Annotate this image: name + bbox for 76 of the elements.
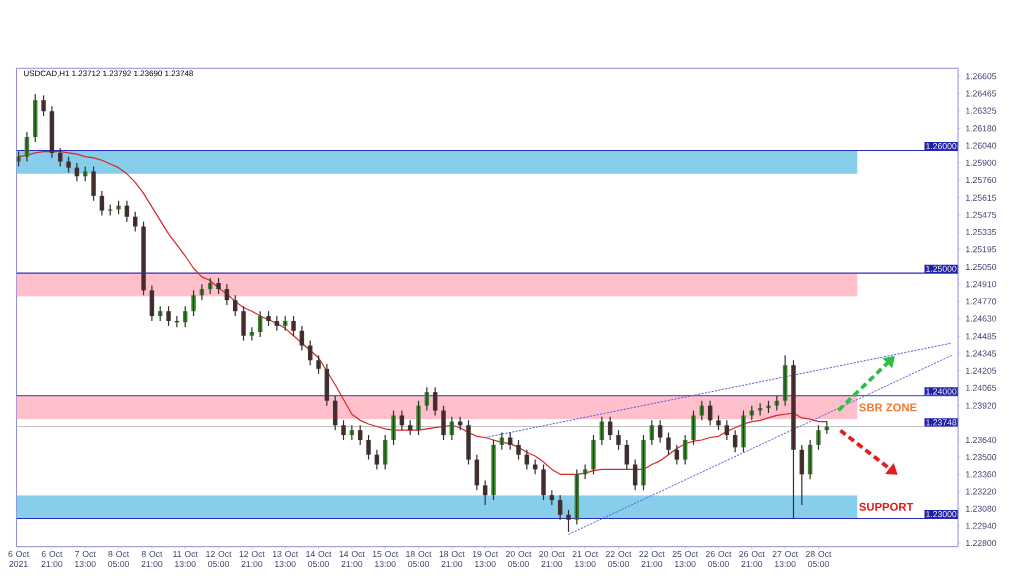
candlestick — [341, 419, 346, 441]
candlestick — [691, 410, 696, 446]
candlestick — [107, 203, 113, 217]
x-tick-label: 26 Oct 21:00 — [739, 551, 765, 568]
band-label: SUPPORT — [859, 502, 914, 511]
x-tick-label: 13 Oct 13:00 — [272, 551, 299, 568]
x-tick-label: 14 Oct 21:00 — [339, 551, 365, 568]
y-tick-label: 1.26325 — [966, 107, 997, 114]
candlestick — [816, 424, 821, 451]
ref-line-label: 1.24000 — [926, 388, 957, 395]
y-tick-label: 1.22800 — [966, 540, 997, 547]
candlestick — [166, 305, 171, 327]
candlestick — [741, 410, 746, 453]
y-tick-label: 1.25335 — [966, 229, 997, 236]
candlestick — [291, 315, 296, 337]
candlestick — [91, 165, 96, 202]
y-tick-label: 1.25195 — [966, 246, 997, 253]
y-tick-label: 1.26180 — [966, 125, 997, 132]
x-tick-label: 21 Oct 13:00 — [572, 551, 599, 568]
x-tick-label: 7 Oct 13:00 — [75, 551, 96, 568]
x-tick-label: 6 Oct 21:00 — [41, 551, 63, 568]
x-tick-label: 20 Oct 21:00 — [539, 551, 565, 568]
x-tick-label: 8 Oct 21:00 — [141, 551, 163, 568]
x-tick-label: 12 Oct 05:00 — [206, 551, 232, 568]
x-tick-label: 22 Oct 21:00 — [639, 551, 665, 568]
x-tick-label: 6 Oct 2021 — [8, 551, 30, 568]
y-tick-label: 1.23920 — [966, 402, 997, 409]
y-tick-label: 1.25615 — [966, 194, 997, 201]
candlestick — [391, 410, 396, 446]
x-tick-label: 15 Oct 13:00 — [372, 551, 399, 568]
x-tick-label: 25 Oct 13:00 — [672, 551, 699, 568]
y-tick-label: 1.23500 — [966, 454, 997, 461]
y-tick-label: 1.22940 — [966, 522, 997, 529]
band-label: SBR ZONE — [859, 403, 917, 412]
x-tick-label: 27 Oct 13:00 — [772, 551, 799, 568]
x-tick-label: 28 Oct 05:00 — [805, 551, 832, 568]
y-tick-label: 1.23220 — [966, 488, 997, 495]
x-tick-label: 14 Oct 05:00 — [306, 551, 332, 568]
x-tick-label: 18 Oct 05:00 — [406, 551, 432, 568]
y-tick-label: 1.25050 — [966, 264, 997, 271]
y-tick-label: 1.24065 — [966, 384, 997, 391]
y-tick-label: 1.24345 — [966, 350, 997, 357]
ref-line-label: 1.26000 — [926, 143, 957, 150]
y-tick-label: 1.23640 — [966, 437, 997, 444]
y-tick-label: 1.23080 — [966, 505, 997, 512]
ref-line-label: 1.23748 — [926, 419, 957, 426]
candlestick — [316, 354, 321, 375]
y-tick-label: 1.24485 — [966, 333, 997, 340]
candlestick — [566, 509, 571, 533]
y-tick-label: 1.25475 — [966, 211, 997, 219]
y-tick-label: 1.24770 — [966, 298, 997, 305]
x-tick-label: 19 Oct 13:00 — [472, 551, 499, 568]
y-tick-label: 1.24910 — [966, 281, 997, 288]
ref-line-label: 1.25000 — [926, 265, 957, 272]
x-tick-label: 18 Oct 21:00 — [439, 551, 465, 568]
y-tick-label: 1.26605 — [966, 73, 997, 80]
candlestick — [516, 439, 521, 461]
y-tick-label: 1.25760 — [966, 176, 997, 184]
x-tick-label: 20 Oct 05:00 — [506, 551, 532, 568]
x-tick-label: 8 Oct 05:00 — [108, 551, 130, 568]
x-tick-label: 12 Oct 21:00 — [239, 551, 265, 568]
candlestick — [466, 419, 471, 466]
candlestick — [366, 434, 371, 461]
y-tick-label: 1.25900 — [966, 159, 997, 166]
x-tick-label: 22 Oct 05:00 — [606, 551, 632, 568]
x-tick-label: 11 Oct 13:00 — [173, 551, 198, 568]
y-tick-label: 1.26465 — [966, 90, 997, 97]
ref-line-label: 1.23000 — [926, 511, 957, 518]
y-tick-label: 1.24205 — [966, 367, 997, 374]
candlestick — [241, 305, 246, 342]
candlestick — [616, 429, 621, 451]
x-tick-label: 26 Oct 05:00 — [705, 551, 732, 568]
y-tick-label: 1.26040 — [966, 142, 997, 149]
candlestick — [541, 463, 546, 501]
y-tick-label: 1.24630 — [966, 315, 997, 322]
y-tick-label: 1.23360 — [966, 471, 997, 478]
